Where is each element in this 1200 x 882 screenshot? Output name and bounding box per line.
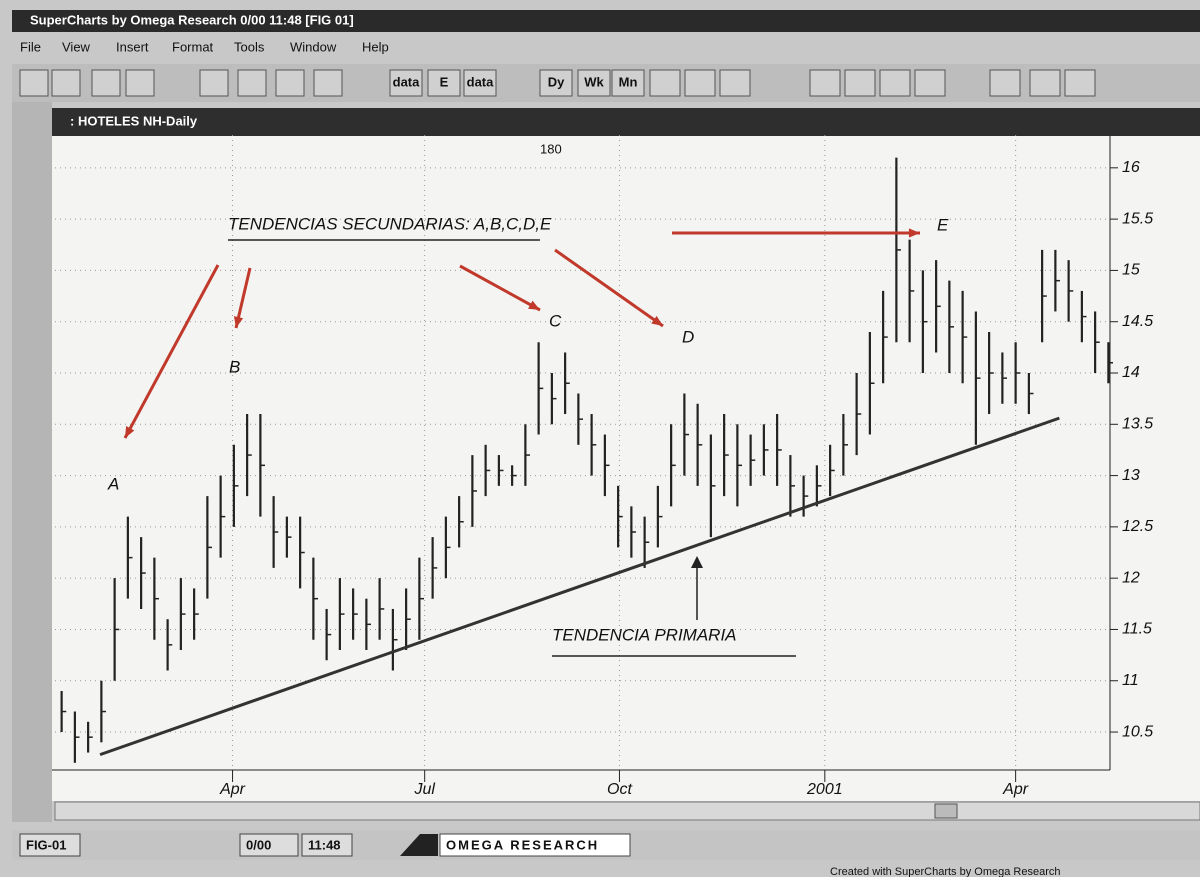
arrow	[123, 264, 220, 439]
y-tick-label: 12.5	[1122, 518, 1153, 535]
y-tick-label: 12	[1122, 569, 1140, 586]
status-items: FIG-01 0/00 11:48 OMEGA RESEARCH	[19, 833, 631, 857]
tool-label[interactable]: Mn	[619, 74, 638, 89]
tool-label[interactable]: Dy	[548, 74, 565, 89]
menu-item[interactable]: Format	[172, 39, 214, 54]
y-tick-label: 13	[1122, 467, 1140, 484]
x-tick-label: Oct	[607, 781, 632, 798]
y-tick-label: 15.5	[1122, 210, 1153, 227]
letter: E	[937, 215, 949, 234]
y-tick-label: 15	[1122, 262, 1140, 279]
logo	[400, 834, 438, 856]
scrollbar[interactable]	[54, 801, 1200, 821]
tool-button[interactable]	[989, 69, 1021, 97]
scroll-thumb[interactable]	[934, 803, 958, 819]
top-label: 180	[540, 141, 562, 156]
letter: D	[682, 327, 694, 346]
arrow-head	[125, 426, 135, 438]
tool-button[interactable]	[51, 69, 81, 97]
letter: A	[107, 474, 119, 493]
title-bar	[12, 10, 1200, 32]
tool-label[interactable]: E	[440, 74, 449, 89]
status-text: 11:48	[308, 837, 341, 852]
tool-button[interactable]	[427, 69, 461, 97]
tool-button[interactable]	[91, 69, 121, 97]
arrow-head	[233, 316, 244, 328]
status-cell	[301, 833, 353, 857]
x-tick-label: Apr	[219, 781, 246, 798]
tool-button[interactable]	[463, 69, 497, 97]
y-tick-label: 14.5	[1122, 313, 1153, 330]
tool-label[interactable]: data	[467, 74, 495, 89]
plot-area	[52, 136, 1200, 801]
tool-button[interactable]	[809, 69, 841, 97]
trendline	[99, 416, 1060, 757]
tool-button[interactable]	[879, 69, 911, 97]
tool-label[interactable]: data	[393, 74, 421, 89]
status-text: 0/00	[246, 837, 271, 852]
arrow	[554, 248, 664, 328]
footer: Created with SuperCharts by Omega Resear…	[830, 866, 1061, 877]
tool-button[interactable]	[844, 69, 876, 97]
status-cell	[19, 833, 81, 857]
status-text: FIG-01	[26, 837, 66, 852]
tool-button[interactable]	[649, 69, 681, 97]
window-title: SuperCharts by Omega Research 0/00 11:48…	[30, 12, 354, 27]
y-tick-label: 11	[1122, 672, 1139, 689]
arrows	[123, 228, 920, 439]
annotation: TENDENCIA PRIMARIA	[552, 625, 737, 644]
tool-button[interactable]	[237, 69, 267, 97]
x-tick-label: 2001	[806, 781, 843, 798]
arrow	[459, 264, 541, 312]
menu-item[interactable]: Window	[290, 39, 337, 54]
status-cell	[439, 833, 631, 857]
letter: B	[229, 357, 240, 376]
tool-button[interactable]	[125, 69, 155, 97]
y-tick-label: 13.5	[1122, 416, 1153, 433]
menu-item[interactable]: Insert	[116, 39, 149, 54]
arrow-head	[528, 300, 540, 310]
tool-button[interactable]	[389, 69, 423, 97]
tool-button[interactable]	[275, 69, 305, 97]
arrow-head	[651, 315, 663, 326]
annotation: TENDENCIAS SECUNDARIAS: A,B,C,D,E	[228, 214, 552, 233]
tool-button[interactable]	[611, 69, 645, 97]
chart-window-title: : HOTELES NH-Daily	[70, 113, 198, 128]
tool-button[interactable]	[1064, 69, 1096, 97]
side-toolbar	[12, 102, 52, 822]
y-tick-label: 14	[1122, 364, 1140, 381]
menu-item[interactable]: Help	[362, 39, 389, 54]
tool-button[interactable]	[19, 69, 49, 97]
tool-button[interactable]	[719, 69, 751, 97]
menu-item[interactable]: View	[62, 39, 91, 54]
chart: 10.5 11 11.5 12 12.5 13 13.5 14 14.5 15 15.5 16 Apr J…	[55, 135, 1153, 798]
arrow-head	[691, 556, 703, 568]
y-tick-label: 16	[1122, 159, 1140, 176]
y-tick-label: 10.5	[1122, 723, 1153, 740]
letter: C	[549, 311, 562, 330]
x-tick-label: Jul	[413, 781, 435, 798]
arrow-head	[908, 228, 920, 238]
menu-item[interactable]: Tools	[234, 39, 265, 54]
x-tick-label: Apr	[1002, 781, 1029, 798]
chart-window-title-bar	[52, 108, 1200, 136]
y-tick-label: 11.5	[1122, 621, 1152, 638]
status-text: OMEGA RESEARCH	[446, 837, 599, 852]
tool-button[interactable]	[313, 69, 343, 97]
tool-button[interactable]	[914, 69, 946, 97]
menu-bar: File View Insert Format Tools Window Help	[20, 39, 389, 54]
tool-button[interactable]	[539, 69, 573, 97]
status-cell	[239, 833, 299, 857]
tool-button[interactable]	[1029, 69, 1061, 97]
tool-button[interactable]	[199, 69, 229, 97]
menu-item[interactable]: File	[20, 39, 41, 54]
tool-button[interactable]	[684, 69, 716, 97]
tool-button[interactable]	[577, 69, 611, 97]
tool-label[interactable]: Wk	[584, 74, 604, 89]
